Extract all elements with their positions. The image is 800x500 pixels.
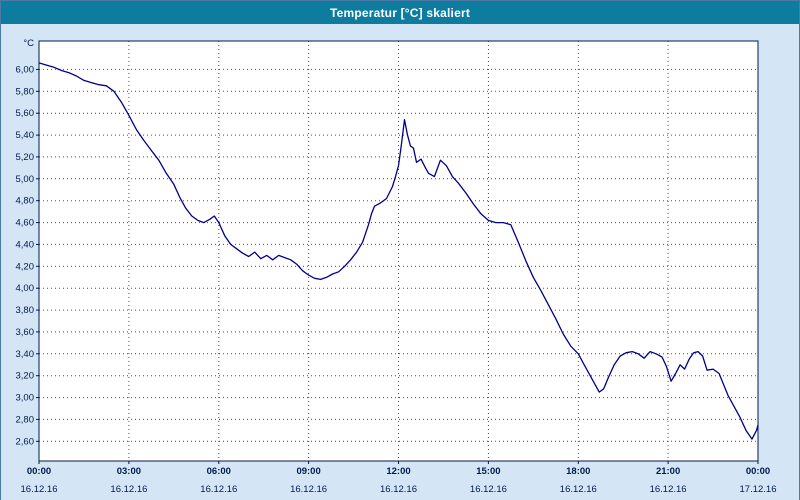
x-tick-date-label: 17.12.16	[740, 484, 777, 495]
y-tick-label: 5,00	[16, 174, 35, 185]
x-tick-time-label: 03:00	[117, 466, 141, 477]
x-tick-time-label: 21:00	[656, 466, 680, 477]
x-tick-time-label: 18:00	[566, 466, 590, 477]
y-tick-label: 5,60	[16, 108, 35, 119]
x-tick-date-label: 16.12.16	[560, 484, 597, 495]
temperature-series-line	[38, 62, 759, 440]
x-tick-time-label: 12:00	[386, 466, 410, 477]
x-tick-date-label: 16.12.16	[21, 484, 58, 495]
window-title: Temperatur [°C] skaliert	[329, 5, 471, 20]
y-tick-label: 2,60	[16, 436, 35, 447]
x-tick-time-label: 00:00	[746, 466, 770, 477]
y-tick-label: 3,60	[16, 327, 35, 338]
x-tick-time-label: 09:00	[296, 466, 320, 477]
x-tick-time-label: 00:00	[27, 466, 51, 477]
y-tick-label: 2,80	[16, 414, 35, 425]
y-axis-labels: °C 6,00 5,80 5,60 5,40 5,20 5,00 4,80 4,60 4,40 4,…	[16, 38, 39, 447]
y-tick-label: 4,00	[16, 283, 35, 294]
y-tick-label: 4,60	[16, 218, 35, 229]
y-tick-label: 4,80	[16, 196, 35, 207]
plot-area	[39, 41, 758, 461]
x-tick-date-label: 16.12.16	[200, 484, 237, 495]
x-tick-date-label: 16.12.16	[290, 484, 327, 495]
x-tick-date-label: 16.12.16	[650, 484, 687, 495]
x-tick-time-label: 15:00	[476, 466, 500, 477]
y-tick-label: 4,20	[16, 261, 35, 272]
x-tick-date-label: 16.12.16	[470, 484, 507, 495]
x-axis-labels: 00:00 16.12.16 03:00 16.12.16 06:00 16.12.16 0…	[21, 461, 777, 495]
y-tick-label: 5,20	[16, 152, 35, 163]
x-tick-date-label: 16.12.16	[380, 484, 417, 495]
y-tick-label: 3,80	[16, 305, 35, 316]
y-tick-label: 3,40	[16, 349, 35, 360]
y-tick-label: 6,00	[16, 64, 35, 75]
y-tick-label: 4,40	[16, 239, 35, 250]
temperature-line-chart: °C 6,00 5,80 5,60 5,40 5,20 5,00 4,80 4,60 4,40 4,…	[16, 38, 777, 495]
y-tick-label: 3,00	[16, 393, 35, 404]
y-tick-label: 3,20	[16, 371, 35, 382]
y-axis-unit-label: °C	[23, 38, 34, 49]
chart-container: °C 6,00 5,80 5,60 5,40 5,20 5,00 4,80 4,60 4,40 4,…	[1, 24, 799, 500]
window-title-bar: Temperatur [°C] skaliert	[1, 1, 799, 24]
x-tick-time-label: 06:00	[207, 466, 231, 477]
y-tick-label: 5,40	[16, 130, 35, 141]
y-tick-label: 5,80	[16, 86, 35, 97]
x-tick-date-label: 16.12.16	[110, 484, 147, 495]
